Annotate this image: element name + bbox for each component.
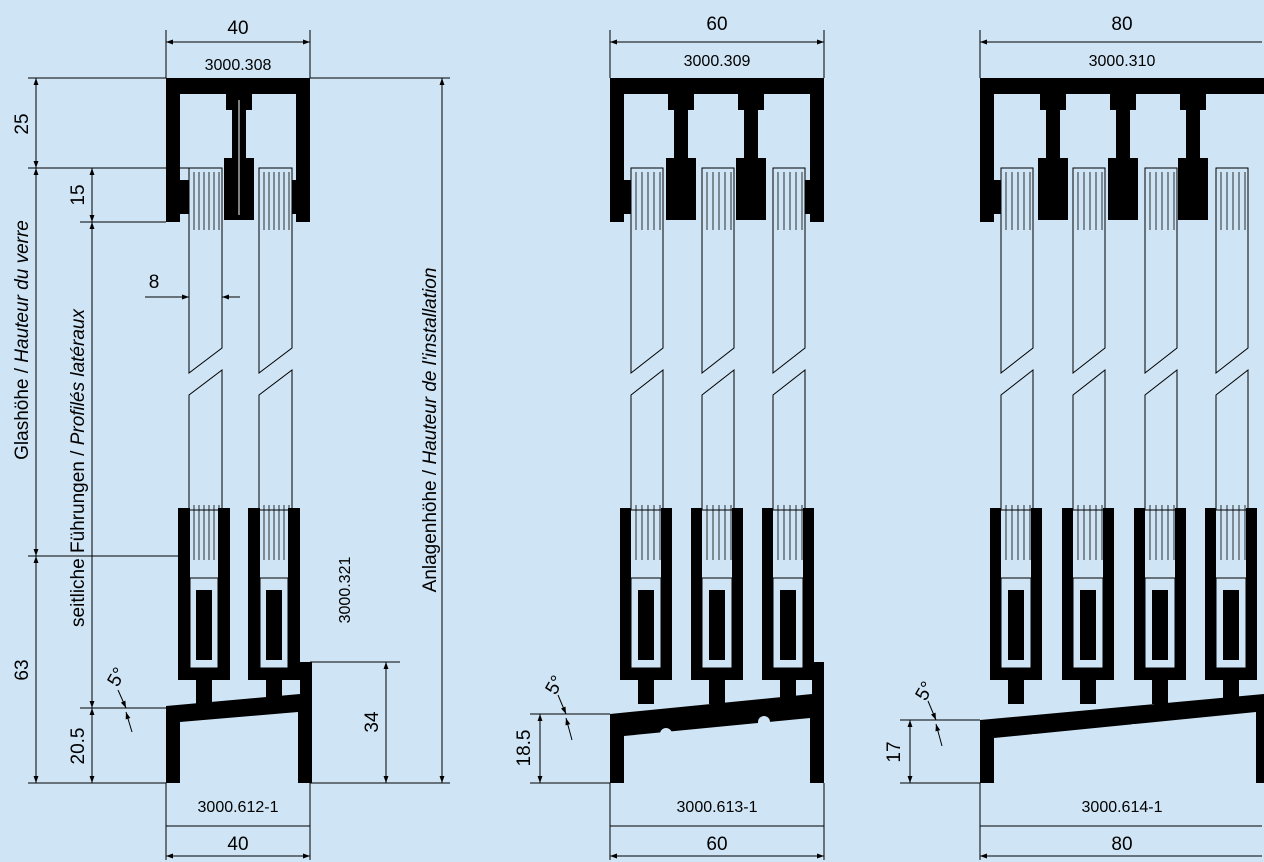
dim-a-profile-height: 20.5 bbox=[68, 728, 89, 765]
dim-c-top-width: 80 bbox=[1111, 14, 1132, 35]
bottom-carriages-a bbox=[178, 508, 300, 704]
code-c-bottom: 3000.614-1 bbox=[1082, 799, 1163, 816]
dimensions-b bbox=[530, 30, 825, 860]
dim-b-bottom-width: 60 bbox=[706, 834, 727, 855]
dimensions-a bbox=[28, 30, 450, 860]
code-b-bottom: 3000.613-1 bbox=[677, 799, 758, 816]
dim-a-bottom-width: 40 bbox=[227, 834, 248, 855]
label-glass-height-de: Glashöhe / bbox=[12, 363, 33, 460]
bottom-profile-b bbox=[610, 662, 824, 783]
dim-a-glass-thickness: 8 bbox=[149, 272, 160, 293]
label-install-height: Anlagenhöhe / Hauteur de l'installation bbox=[420, 268, 441, 593]
dim-a-top-width: 40 bbox=[227, 18, 248, 39]
dim-b-top-width: 60 bbox=[706, 14, 727, 35]
dim-a-bottom-height: 63 bbox=[12, 659, 33, 680]
dim-b-profile-height: 18.5 bbox=[514, 730, 535, 767]
label-side-guides-fr: Profilés latéraux bbox=[68, 308, 89, 446]
dim-a-overlap: 15 bbox=[68, 184, 89, 205]
glass-panes-b bbox=[630, 167, 806, 560]
label-install-height-de: Anlagenhöhe / bbox=[420, 465, 441, 593]
top-rail-profile-c bbox=[980, 78, 1264, 222]
code-a-bottom: 3000.612-1 bbox=[198, 799, 279, 816]
code-b-top: 3000.309 bbox=[684, 53, 751, 70]
assembly-40: 40 3000.308 25 15 8 63 5° 20.5 34 3000.3… bbox=[12, 18, 450, 860]
label-glass-height: Glashöhe / Hauteur du verre bbox=[12, 220, 33, 460]
dim-b-angle: 5° bbox=[542, 672, 569, 698]
code-a-top: 3000.308 bbox=[205, 57, 272, 74]
assembly-80: 80 3000.310 5° 17 3000.614-1 80 bbox=[884, 14, 1264, 860]
dim-c-bottom-width: 80 bbox=[1111, 834, 1132, 855]
dim-c-profile-height: 17 bbox=[884, 741, 905, 762]
dim-c-angle: 5° bbox=[912, 678, 939, 704]
bottom-carriages-c bbox=[990, 508, 1257, 704]
dim-a-angle: 5° bbox=[104, 664, 131, 690]
label-glass-height-fr: Hauteur du verre bbox=[12, 220, 33, 363]
label-side-guides: seitliche Führungen / Profilés latéraux bbox=[68, 308, 89, 627]
assembly-60: 60 3000.309 5° 18.5 3000.613-1 60 bbox=[514, 14, 825, 860]
bottom-carriages-b bbox=[620, 508, 814, 704]
code-a-side: 3000.321 bbox=[337, 557, 354, 624]
dim-a-side-height: 34 bbox=[362, 711, 383, 733]
glass-panes-a bbox=[188, 167, 293, 560]
dim-a-height-top: 25 bbox=[12, 113, 33, 134]
bottom-profile-c bbox=[980, 694, 1264, 783]
label-install-height-fr: Hauteur de l'installation bbox=[420, 268, 441, 465]
dimensions-c bbox=[900, 30, 1262, 860]
bottom-profile-a bbox=[166, 662, 312, 783]
label-side-guides-de: seitliche Führungen / bbox=[68, 445, 89, 627]
glass-panes-c bbox=[1000, 167, 1249, 560]
code-c-top: 3000.310 bbox=[1089, 53, 1156, 70]
